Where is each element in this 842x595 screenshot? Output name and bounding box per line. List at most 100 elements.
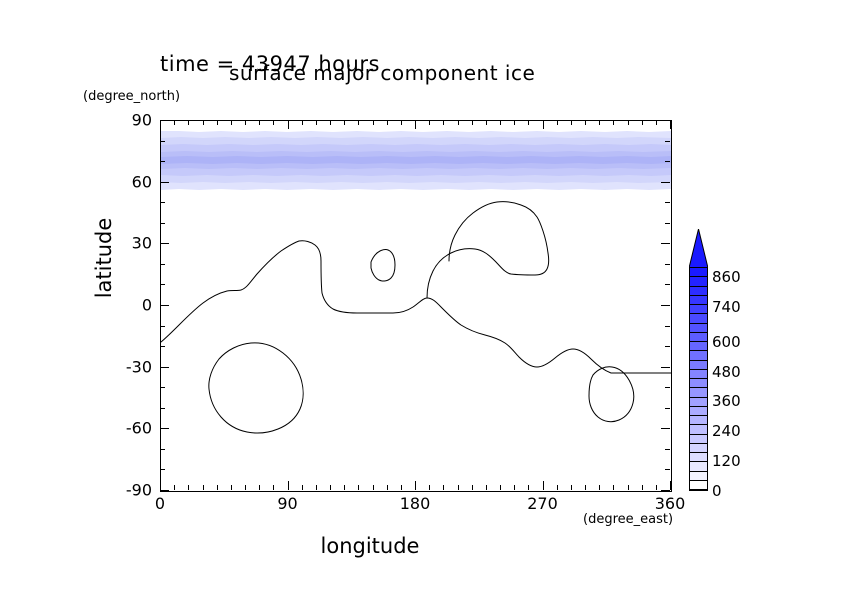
colorbar-segment <box>690 351 707 361</box>
xaxis-tick-top <box>585 120 586 125</box>
xaxis-tick-bottom <box>670 481 671 490</box>
xaxis-tick-bottom <box>599 485 600 490</box>
yaxis-tick-left <box>160 264 165 265</box>
yaxis-tick-left <box>160 367 169 368</box>
yaxis-tick-left <box>160 223 165 224</box>
xaxis-tick-label: 0 <box>154 494 166 513</box>
yaxis-tick-label: 60 <box>131 172 152 192</box>
yaxis-tick-right <box>665 223 670 224</box>
xaxis-tick-bottom <box>486 485 487 490</box>
ice-band-fills <box>161 131 671 190</box>
colorbar-extend-arrow <box>689 229 708 268</box>
yaxis-tick-left <box>160 120 169 121</box>
xaxis-tick-top <box>443 120 444 125</box>
colorbar-segment <box>690 369 707 379</box>
xaxis-title: longitude <box>0 534 842 558</box>
colorbar-segment <box>690 471 707 481</box>
xaxis-tick-bottom <box>514 485 515 490</box>
yaxis-tick-right <box>665 284 670 285</box>
yaxis-tick-right <box>665 449 670 450</box>
xaxis-tick-top <box>160 120 161 129</box>
yaxis-tick-right <box>661 367 670 368</box>
xaxis-tick-bottom <box>330 485 331 490</box>
colorbar-segment <box>690 323 707 333</box>
xaxis-tick-bottom <box>642 485 643 490</box>
yaxis-tick-right <box>661 243 670 244</box>
plot-title: surface major component ice <box>229 61 536 85</box>
yaxis-tick-left <box>160 326 165 327</box>
xaxis-tick-bottom <box>443 485 444 490</box>
xaxis-tick-top <box>670 120 671 129</box>
colorbar-segment <box>690 277 707 287</box>
yaxis-unit-label: (degree_north) <box>83 89 181 104</box>
yaxis-tick-right <box>665 326 670 327</box>
yaxis-tick-right <box>661 428 670 429</box>
colorbar-segment <box>690 406 707 416</box>
colorbar-segment <box>690 379 707 389</box>
xaxis-tick-bottom <box>500 485 501 490</box>
contour-band-5 <box>161 156 671 164</box>
colorbar-tick-label: 480 <box>712 362 741 381</box>
yaxis-tick-label: -90 <box>125 480 152 500</box>
xaxis-tick-label: 270 <box>527 494 558 513</box>
yaxis-tick-left <box>160 161 165 162</box>
colorbar-segment <box>690 332 707 342</box>
xaxis-tick-bottom <box>415 481 416 490</box>
xaxis-tick-bottom <box>373 485 374 490</box>
xaxis-tick-top <box>358 120 359 125</box>
xaxis-tick-top <box>330 120 331 125</box>
colorbar-segment <box>690 342 707 352</box>
colorbar-tick-label: 860 <box>712 267 741 286</box>
xaxis-tick-top <box>528 120 529 125</box>
colorbar[interactable] <box>689 267 708 491</box>
xaxis-tick-bottom <box>528 485 529 490</box>
yaxis-tick-left <box>160 284 165 285</box>
colorbar-segment <box>690 462 707 472</box>
xaxis-tick-bottom <box>613 485 614 490</box>
xaxis-tick-bottom <box>231 485 232 490</box>
xaxis-tick-bottom <box>174 485 175 490</box>
xaxis-tick-top <box>245 120 246 125</box>
yaxis-title: latitude <box>92 217 116 299</box>
plot-frame <box>160 120 672 492</box>
yaxis-tick-right <box>661 120 670 121</box>
yaxis-tick-left <box>160 469 165 470</box>
colorbar-segment <box>690 295 707 305</box>
colorbar-segment <box>690 416 707 426</box>
xaxis-tick-top <box>429 120 430 125</box>
zero-contour-loop-south-west <box>208 342 304 434</box>
xaxis-tick-bottom <box>259 485 260 490</box>
colorbar-segment <box>690 425 707 435</box>
colorbar-segment <box>690 360 707 370</box>
xaxis-tick-top <box>415 120 416 129</box>
xaxis-tick-bottom <box>160 481 161 490</box>
colorbar-tick-label: 0 <box>712 482 722 500</box>
colorbar-segment <box>690 388 707 398</box>
colorbar-tick-label: 120 <box>712 452 741 471</box>
xaxis-tick-bottom <box>543 481 544 490</box>
xaxis-tick-top <box>543 120 544 129</box>
xaxis-tick-bottom <box>273 485 274 490</box>
xaxis-tick-bottom <box>358 485 359 490</box>
xaxis-tick-bottom <box>401 485 402 490</box>
colorbar-tick-label: 600 <box>712 332 741 351</box>
xaxis-tick-bottom <box>203 485 204 490</box>
yaxis-tick-left <box>160 141 165 142</box>
xaxis-tick-top <box>557 120 558 125</box>
yaxis-tick-right <box>665 264 670 265</box>
xaxis-tick-top <box>203 120 204 125</box>
yaxis-tick-label: -60 <box>125 418 152 438</box>
xaxis-tick-top <box>174 120 175 125</box>
xaxis-tick-top <box>288 120 289 129</box>
colorbar-tick-label: 740 <box>712 297 741 316</box>
yaxis-tick-right <box>661 305 670 306</box>
xaxis-tick-bottom <box>585 485 586 490</box>
xaxis-tick-bottom <box>344 485 345 490</box>
filled-contour-layer <box>161 131 671 190</box>
yaxis-tick-left <box>160 305 169 306</box>
zero-contour-loop-south-east <box>588 366 635 423</box>
xaxis-tick-top <box>217 120 218 125</box>
xaxis-tick-top <box>628 120 629 125</box>
xaxis-tick-top <box>302 120 303 125</box>
